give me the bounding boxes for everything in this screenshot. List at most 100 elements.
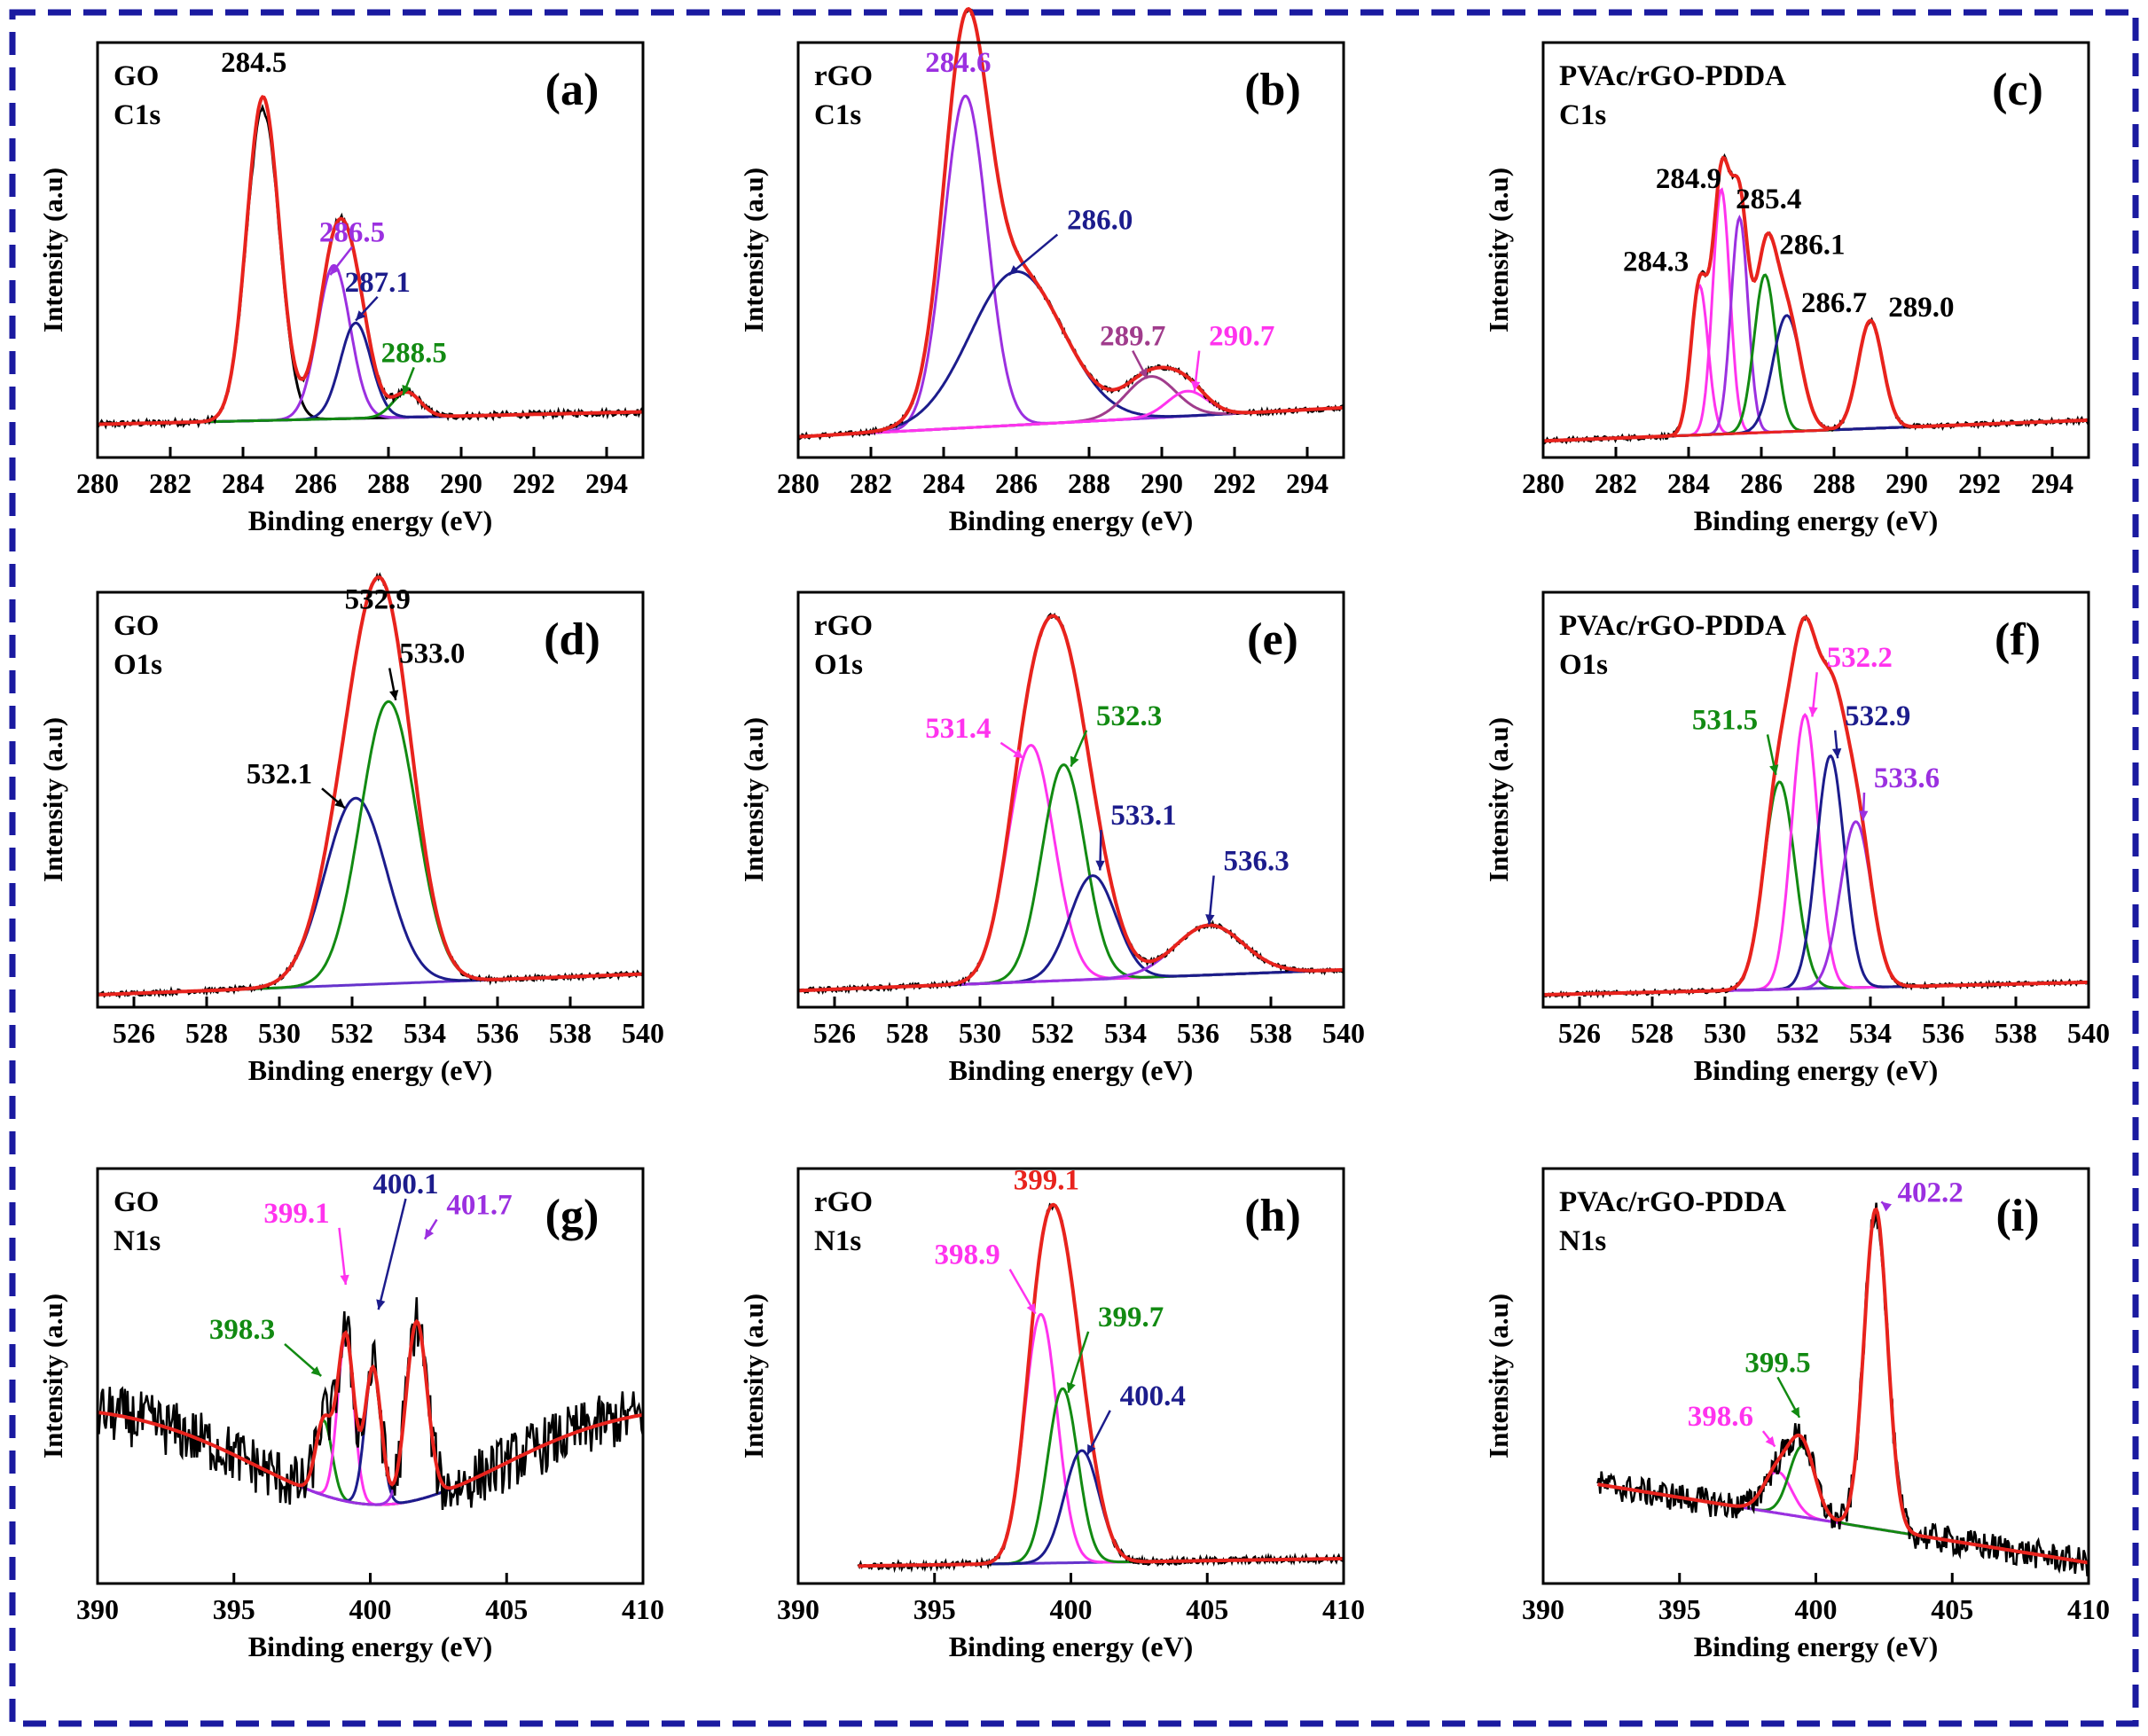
x-tick-label: 284	[1667, 467, 1710, 499]
panel-g: 390 395 400 405 410 Binding energy (eV) Intens…	[37, 1167, 664, 1662]
peak-label: 289.0	[1888, 292, 1954, 324]
peak-arrow-head	[1138, 368, 1148, 379]
sample-label: GO	[114, 60, 159, 92]
x-tick-label: 536	[1922, 1017, 1964, 1049]
x-tick-label: 395	[213, 1593, 255, 1625]
y-axis-label: Intensity (a.u)	[738, 717, 769, 882]
peak-label: 284.9	[1656, 163, 1721, 195]
sample-label: PVAc/rGO-PDDA	[1559, 1186, 1786, 1218]
component-peak-399.7	[858, 1387, 1344, 1568]
envelope-fit-line	[797, 614, 1344, 993]
x-tick-label: 538	[1250, 1017, 1292, 1049]
sample-label: PVAc/rGO-PDDA	[1559, 60, 1786, 92]
x-tick-label: 528	[886, 1017, 929, 1049]
peak-arrow-head	[1086, 1443, 1096, 1455]
x-tick-label: 280	[1522, 467, 1564, 499]
envelope-fit-line	[97, 1318, 644, 1490]
envelope-fit-line	[1597, 1207, 2089, 1565]
peak-label: 399.1	[263, 1198, 329, 1230]
peak-label: 532.9	[345, 584, 411, 616]
x-axis-label: Binding energy (eV)	[1694, 504, 1939, 536]
peak-arrow	[377, 1198, 407, 1310]
peak-label: 285.4	[1736, 184, 1801, 215]
peak-label: 284.6	[925, 47, 991, 79]
x-axis-label: Binding energy (eV)	[949, 1054, 1194, 1086]
x-tick-label: 410	[1322, 1593, 1365, 1625]
peak-arrow-head	[1858, 810, 1869, 821]
x-tick-label: 395	[1658, 1593, 1701, 1625]
component-peak-532.1	[97, 796, 643, 997]
peak-arrow-head	[1765, 1435, 1776, 1447]
x-tick-label: 290	[1141, 467, 1183, 499]
x-tick-label: 410	[2067, 1593, 2110, 1625]
envelope-fit-line	[1542, 155, 2089, 443]
panel-tag: (h)	[1244, 1191, 1301, 1241]
component-peak-284.6	[797, 94, 1344, 439]
x-tick-label: 292	[513, 467, 555, 499]
peak-arrow-head	[340, 1274, 349, 1286]
peak-arrow-head	[1026, 1302, 1036, 1314]
x-axis-label: Binding energy (eV)	[1694, 1054, 1939, 1086]
plot-frame	[96, 590, 645, 1009]
peak-label: 398.6	[1688, 1401, 1753, 1433]
x-tick-label: 532	[331, 1017, 373, 1049]
panel-tag: (f)	[1995, 614, 2041, 665]
x-axis-label: Binding energy (eV)	[1694, 1630, 1939, 1662]
x-axis-label: Binding energy (eV)	[248, 1054, 493, 1086]
x-tick-label: 390	[76, 1593, 119, 1625]
panel-f: 526 528 530 532 534 536 538 540 Binding energy (…	[1483, 590, 2110, 1086]
envelope-fit-line	[1542, 615, 2089, 997]
y-axis-label: Intensity (a.u)	[1483, 1294, 1514, 1458]
plot-frame	[96, 41, 645, 459]
panel-d: 526 528 530 532 534 536 538 540 Binding energy (…	[37, 572, 664, 1086]
x-tick-label: 538	[549, 1017, 592, 1049]
peak-label: 531.4	[925, 713, 991, 745]
x-tick-label: 286	[294, 467, 337, 499]
x-axis-label: Binding energy (eV)	[248, 504, 493, 536]
panel-tag: (c)	[1992, 65, 2043, 115]
peak-label: 401.7	[446, 1189, 512, 1221]
panel-tag: (d)	[544, 614, 600, 665]
component-peak-533	[97, 700, 643, 997]
sample-label: N1s	[114, 1225, 161, 1257]
peak-label: 532.9	[1845, 700, 1910, 732]
peak-label: 286.0	[1067, 205, 1133, 237]
x-tick-label: 288	[367, 467, 410, 499]
panel-i: 390 395 400 405 410 Binding energy (eV) Intens…	[1483, 1167, 2110, 1662]
panel-tag: (g)	[545, 1191, 600, 1241]
peak-label: 532.1	[247, 758, 312, 790]
peak-arrow-head	[1066, 1381, 1076, 1393]
peak-arrow-head	[330, 264, 341, 276]
x-tick-label: 400	[1050, 1593, 1093, 1625]
x-tick-label: 294	[2031, 467, 2074, 499]
peak-arrow-head	[334, 798, 345, 809]
peak-label: 532.3	[1096, 700, 1162, 732]
x-tick-label: 538	[1995, 1017, 2037, 1049]
x-tick-label: 405	[485, 1593, 528, 1625]
x-tick-label: 410	[622, 1593, 664, 1625]
peak-arrow	[1067, 1331, 1090, 1394]
x-tick-label: 294	[1286, 467, 1329, 499]
sample-label: GO	[114, 610, 159, 642]
x-tick-label: 540	[1322, 1017, 1365, 1049]
x-tick-label: 284	[222, 467, 264, 499]
envelope-fit-line	[97, 95, 644, 426]
peak-label: 399.1	[1014, 1164, 1079, 1196]
peak-label: 402.2	[1898, 1177, 1964, 1208]
sample-label: rGO	[814, 60, 873, 92]
x-tick-label: 540	[622, 1017, 664, 1049]
x-tick-label: 284	[922, 467, 965, 499]
x-tick-label: 530	[959, 1017, 1001, 1049]
component-peak-288.5	[97, 390, 644, 426]
x-tick-label: 540	[2067, 1017, 2110, 1049]
x-tick-label: 405	[1186, 1593, 1228, 1625]
peak-arrow-head	[1190, 380, 1201, 392]
peak-arrow-head	[1808, 707, 1818, 717]
component-peak-531.5	[1542, 780, 2089, 997]
raw-spectrum-line	[1596, 1202, 2090, 1577]
component-peak-533.1	[797, 874, 1344, 992]
peak-arrow	[1007, 233, 1059, 277]
x-tick-label: 288	[1068, 467, 1110, 499]
sample-label: GO	[114, 1186, 159, 1218]
envelope-fit-line	[797, 6, 1344, 439]
